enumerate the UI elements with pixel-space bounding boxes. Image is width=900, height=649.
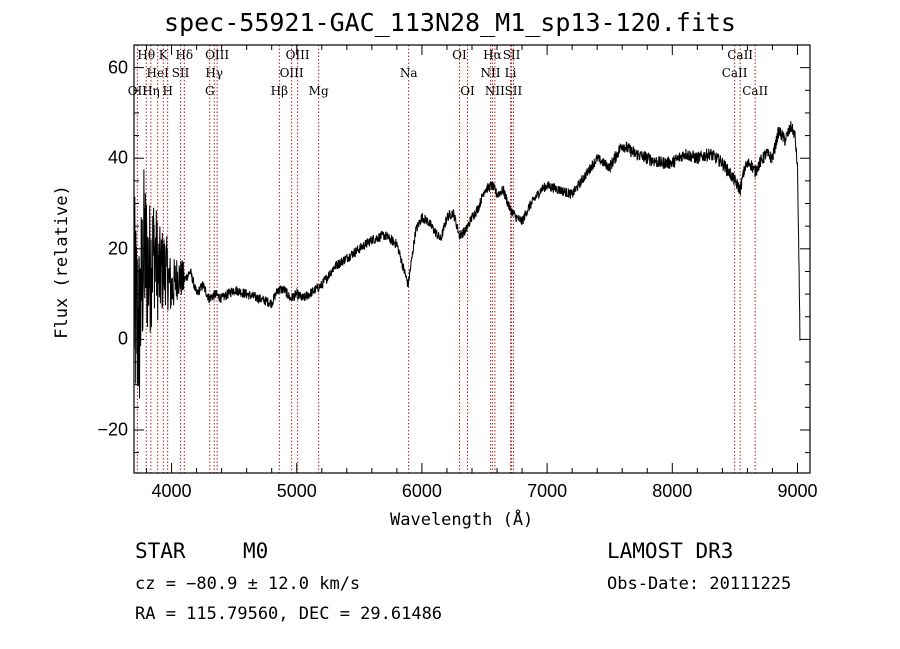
y-tick-label: 60	[107, 57, 128, 78]
survey-name: LAMOST DR3	[607, 539, 734, 563]
reference-line-label: Hδ	[175, 48, 194, 62]
y-axis-label: Flux (relative)	[52, 185, 72, 339]
reference-line-label: NII	[480, 66, 501, 80]
spectrum-series	[133, 121, 801, 399]
reference-line-label: NII	[484, 84, 505, 98]
reference-line-label: OIII	[279, 66, 304, 80]
reference-line-label: CaII	[742, 84, 769, 98]
reference-line-label: OI	[460, 84, 475, 98]
reference-line-label: H	[162, 84, 173, 98]
x-tick-label: 9000	[777, 481, 818, 501]
x-tick-label: 8000	[652, 481, 693, 501]
reference-line-label: SII	[502, 48, 521, 62]
reference-line-label: OIII	[205, 48, 230, 62]
chart-title: spec-55921-GAC_113N28_M1_sp13-120.fits	[164, 8, 736, 37]
y-tick-label: 0	[117, 328, 128, 349]
reference-line-label: OI	[452, 48, 467, 62]
reference-line-label: SII	[171, 66, 190, 80]
plot-frame	[133, 44, 811, 474]
reference-line-label: G	[204, 84, 215, 98]
reference-line-label: Hα	[483, 48, 502, 62]
reference-line-label: K	[158, 48, 168, 62]
reference-line-label: OII	[127, 84, 148, 98]
reference-line-label: Hθ	[137, 48, 156, 62]
x-tick-label: 4000	[151, 481, 192, 501]
reference-line-label: Hγ	[205, 66, 224, 80]
reference-line-label: Na	[399, 66, 418, 80]
x-tick-label: 6000	[401, 481, 442, 501]
redshift-velocity: cz = −80.9 ± 12.0 km/s	[135, 574, 361, 594]
object-subclass: M0	[243, 539, 269, 563]
y-tick-label: −20	[97, 419, 128, 440]
reference-line-label: OIII	[285, 48, 310, 62]
x-tick-label: 5000	[276, 481, 317, 501]
reference-line-label: SII	[504, 84, 523, 98]
axis-ticks	[134, 44, 810, 473]
x-axis-label: Wavelength (Å)	[390, 510, 534, 530]
reference-lines	[136, 45, 756, 473]
reference-line-label: HeI	[146, 66, 169, 80]
reference-line-label: CaII	[727, 48, 754, 62]
reference-line-label: Hη	[142, 84, 160, 98]
reference-line-label: Li	[504, 66, 517, 80]
observation-date: Obs-Date: 20111225	[607, 574, 792, 594]
reference-line-label: Mg	[308, 84, 329, 98]
object-class: STAR	[135, 539, 186, 563]
reference-line-label: Hβ	[270, 84, 289, 98]
reference-line-label: CaII	[721, 66, 748, 80]
sky-coordinates: RA = 115.79560, DEC = 29.61486	[135, 604, 443, 624]
y-tick-label: 40	[107, 147, 128, 168]
y-tick-label: 20	[107, 238, 128, 259]
x-tick-label: 7000	[527, 481, 568, 501]
spectrum-line	[133, 121, 801, 399]
